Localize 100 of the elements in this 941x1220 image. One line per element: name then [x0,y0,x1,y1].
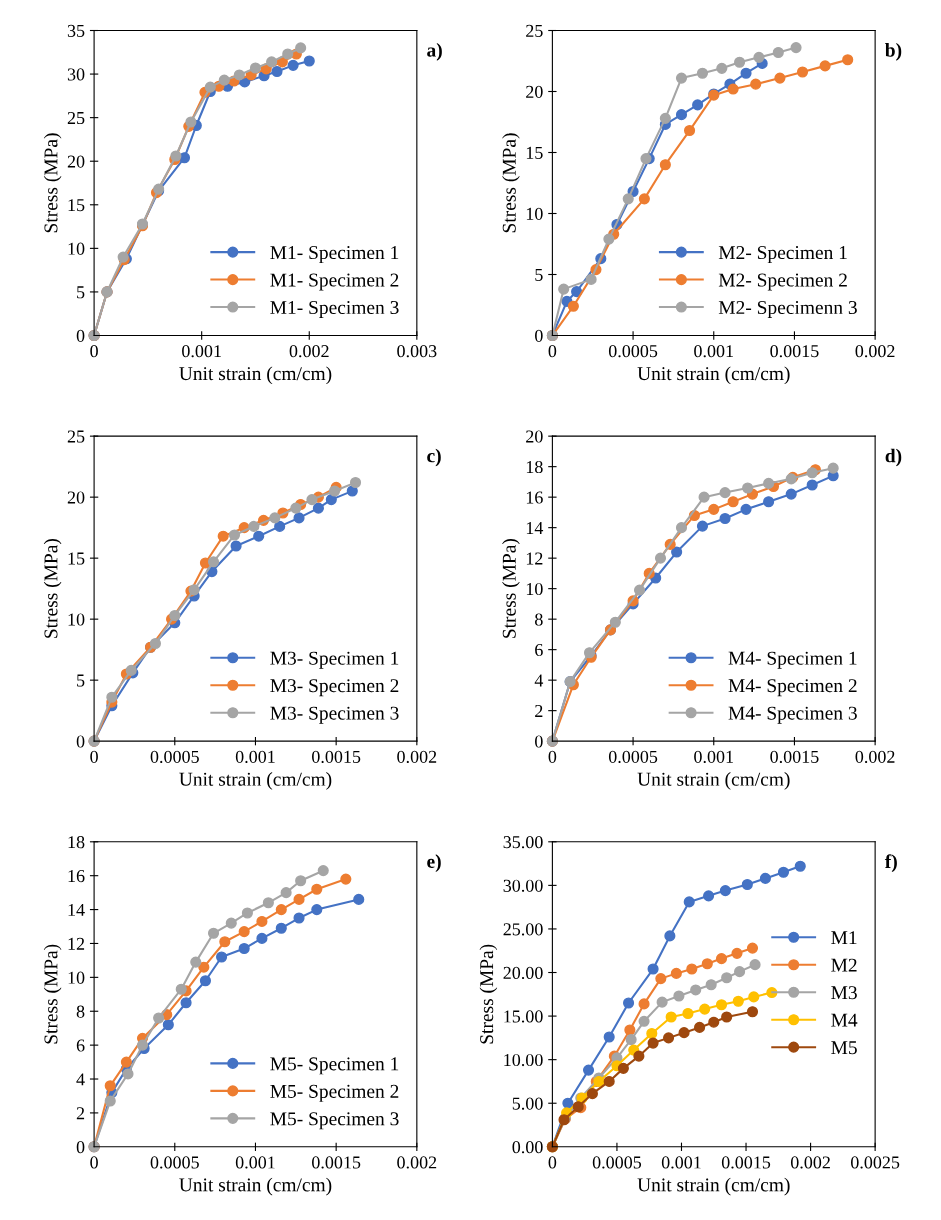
x-tick-label: 0 [90,345,98,358]
y-tick-label: 12 [526,552,543,565]
y-tick-label: 0 [76,329,85,342]
x-tick-label: 0 [548,1156,557,1169]
x-tick-label: 0.0015 [312,1156,361,1169]
x-tick-label: 0.002 [397,1156,437,1169]
legend-label: M1- Specimen 2 [270,273,399,291]
y-tick-label: 4 [534,674,544,687]
y-tick-label: 5 [77,286,85,299]
y-tick-label: 0 [535,735,543,748]
x-tick-label: 0.0005 [608,750,658,763]
y-tick-label: 14 [68,903,85,916]
y-tick-label: 10 [68,971,85,984]
x-tick-label: 0 [90,750,98,763]
text: f) [884,854,897,873]
legend-label: M3 [831,986,857,1000]
x-axis-title: Unit strain (cm/cm) [637,772,790,790]
y-tick-label: 16 [68,870,85,883]
x-tick-label: 0.001 [235,1156,275,1169]
y-axis-title: Stress (MPa) [43,944,62,1044]
x-tick-label: 0.0015 [312,750,361,763]
x-tick-label: 0 [548,750,557,763]
y-tick-label: 20 [526,430,543,443]
legend-label: M3- Specimen 1 [270,651,399,669]
y-tick-label: 0 [535,329,543,342]
y-tick-label: 12 [68,937,85,950]
x-tick-label: 0.0025 [850,1156,900,1169]
y-tick-label: 15 [68,199,85,212]
y-tick-label: 20 [67,491,85,504]
legend-label: M1 [831,931,857,945]
y-tick-label: 18 [68,836,85,849]
legend-label: M5- Specimen 3 [270,1112,399,1130]
legend-label: M4- Specimen 2 [728,679,857,697]
x-tick-label: 0.0015 [770,345,819,358]
x-tick-label: 0.001 [694,345,733,358]
legend-label: M4- Specimen 1 [728,651,857,669]
text: b) [885,43,902,61]
y-tick-label: 8 [76,1005,85,1018]
x-tick-label: 0.001 [661,1156,701,1169]
y-tick-label: 16 [526,491,543,504]
y-tick-label: 30 [67,68,85,81]
x-tick-label: 0.0015 [721,1156,771,1169]
x-tick-label: 0.002 [790,1156,830,1169]
text: e) [427,854,441,872]
y-tick-label: 5 [77,674,85,687]
legend-label: M1- Specimen 1 [270,246,399,264]
y-tick-label: 0.00 [512,1141,543,1154]
y-axis-title: Stress (MPa) [43,133,62,233]
x-tick-label: 0 [548,345,557,358]
legend-label: M3- Specimen 2 [270,679,399,697]
y-tick-label: 25 [67,430,85,443]
x-axis-title: Unit strain (cm/cm) [179,1177,332,1196]
y-tick-label: 10.00 [504,1053,543,1067]
y-tick-label: 25 [67,111,85,125]
text: a) [427,43,442,61]
x-tick-label: 0.0005 [150,750,199,763]
y-tick-label: 10 [526,582,543,596]
legend-label: M2- Specimen 2 [718,273,847,291]
x-axis-title: Unit strain (cm/cm) [179,772,332,790]
x-tick-label: 0.002 [397,750,437,763]
y-tick-label: 18 [526,460,543,474]
y-axis-title: Stress (MPa) [502,539,520,638]
y-tick-label: 15 [68,552,85,565]
x-tick-label: 0.003 [397,345,437,358]
y-tick-label: 15 [526,146,543,159]
legend-label: M5- Specimen 1 [270,1057,399,1075]
y-tick-label: 8 [535,613,543,626]
x-tick-label: 0.001 [694,750,733,763]
legend-label: M2- Specimen 1 [718,246,847,264]
x-axis-title: Unit strain (cm/cm) [637,366,790,385]
y-tick-label: 35.00 [503,836,543,849]
x-tick-label: 0.0005 [150,1156,199,1169]
x-axis-title: Unit strain (cm/cm) [637,1177,790,1196]
legend-label: M4- Specimen 3 [728,706,857,724]
legend-label: M2- Specimenn 3 [718,300,857,318]
x-tick-label: 0.0005 [608,345,658,358]
x-tick-label: 0.001 [182,345,221,358]
y-tick-label: 30.00 [503,879,543,892]
y-tick-label: 4 [76,1073,85,1086]
y-tick-label: 35 [67,24,85,37]
y-tick-label: 5.00 [512,1097,543,1110]
text: d) [885,448,902,467]
y-axis-title: Stress (MPa) [502,133,520,233]
x-tick-label: 0.002 [289,345,329,358]
y-tick-label: 10 [526,207,543,220]
x-axis-title: Unit strain (cm/cm) [179,366,332,385]
y-axis-title: Stress (MPa) [479,944,498,1044]
y-tick-label: 2 [535,704,543,717]
y-tick-label: 20 [67,155,85,168]
y-tick-label: 15.00 [504,1010,543,1023]
legend-label: M2 [831,958,857,972]
y-axis-title: Stress (MPa) [43,539,62,638]
y-tick-label: 6 [76,1039,85,1052]
x-tick-label: 0 [90,1156,98,1169]
y-tick-label: 25.00 [503,923,543,936]
text: c) [427,448,441,467]
legend-label: M4 [831,1013,858,1027]
y-tick-label: 10 [68,242,85,255]
legend-label: M5 [831,1041,857,1055]
y-tick-label: 10 [68,613,85,626]
